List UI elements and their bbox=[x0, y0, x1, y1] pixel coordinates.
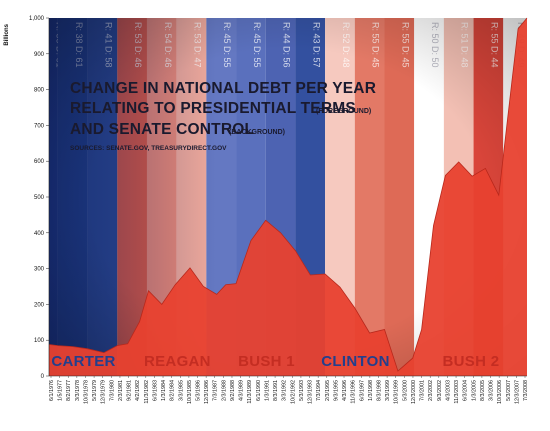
x-tick-label-31: 7/3/1994 bbox=[316, 380, 322, 401]
credit-text: FORD & NIKOLAS WWW.THEVISUALLY.COM/MOTST… bbox=[532, 217, 537, 340]
y-tick-label-6: 600 bbox=[34, 159, 45, 165]
x-tick-label-42: 12/3/2000 bbox=[411, 380, 417, 404]
y-tick-label-7: 700 bbox=[34, 123, 45, 129]
x-tick-label-15: 3/3/1985 bbox=[178, 380, 184, 401]
x-tick-label-5: 5/3/1979 bbox=[92, 380, 98, 401]
x-tick-label-19: 7/3/1987 bbox=[213, 380, 219, 401]
x-tick-label-45: 9/3/2002 bbox=[437, 380, 443, 401]
x-tick-label-32: 2/3/1995 bbox=[325, 380, 331, 401]
x-tick-label-43: 7/3/2001 bbox=[420, 380, 426, 401]
axes: 0 100 200 300 400 500 600 700 800 900 1,000 6/1/197… bbox=[29, 16, 529, 404]
x-tick-label-34: 4/3/1996 bbox=[342, 380, 348, 401]
x-tick-label-49: 1/3/2005 bbox=[471, 380, 477, 401]
x-tick-label-37: 1/3/1998 bbox=[368, 380, 374, 401]
x-tick-label-24: 6/1/1990 bbox=[256, 380, 262, 401]
title-note-foreground: (FOREGROUND) bbox=[316, 108, 371, 115]
president-label-0: CARTER bbox=[51, 353, 115, 370]
x-tick-label-14: 8/2/1984 bbox=[170, 380, 176, 401]
title-line-2: RELATING TO PRESIDENTIAL TERMS bbox=[70, 100, 356, 117]
title-note-background: (BACKGROUND) bbox=[229, 129, 285, 136]
x-tick-label-16: 10/3/1985 bbox=[187, 380, 193, 404]
x-tick-label-47: 11/3/2003 bbox=[454, 380, 460, 404]
title-block: CHANGE IN NATIONAL DEBT PER YEAR RELATIN… bbox=[70, 80, 376, 152]
x-tick-label-30: 12/3/1993 bbox=[308, 380, 314, 404]
x-tick-label-8: 2/3/1981 bbox=[118, 380, 124, 401]
x-tick-label-55: 7/3/2008 bbox=[523, 380, 529, 401]
x-tick-label-6: 12/3/1979 bbox=[101, 380, 107, 404]
president-label-4: BUSH 2 bbox=[443, 353, 500, 370]
x-tick-label-26: 8/3/1991 bbox=[273, 380, 279, 401]
x-tick-label-28: 10/2/1992 bbox=[290, 380, 296, 404]
x-tick-label-27: 3/3/1992 bbox=[282, 380, 288, 401]
y-tick-label-9: 900 bbox=[34, 52, 45, 58]
x-tick-label-22: 4/3/1989 bbox=[239, 380, 245, 401]
x-tick-label-35: 11/3/1996 bbox=[351, 380, 357, 404]
president-label-3: CLINTON bbox=[321, 353, 390, 370]
x-tick-label-38: 8/3/1998 bbox=[376, 380, 382, 401]
y-axis-label: Billions bbox=[4, 23, 10, 45]
x-tick-label-12: 6/3/1983 bbox=[152, 380, 158, 401]
x-tick-label-48: 6/3/2004 bbox=[463, 380, 469, 401]
y-tick-label-0: 0 bbox=[41, 374, 45, 380]
title-line-1: CHANGE IN NATIONAL DEBT PER YEAR bbox=[70, 80, 376, 97]
y-tick-label-8: 800 bbox=[34, 88, 45, 94]
y-tick-label-3: 300 bbox=[34, 267, 45, 273]
y-tick-label-2: 200 bbox=[34, 302, 45, 308]
x-tick-label-11: 11/3/1982 bbox=[144, 380, 150, 404]
x-tick-label-1: 1/5/1977 bbox=[58, 380, 64, 401]
debt-change-line bbox=[48, 17, 528, 372]
x-tick-label-54: 12/3/2007 bbox=[514, 380, 520, 404]
y-tick-label-4: 400 bbox=[34, 231, 45, 237]
x-tick-label-10: 4/2/1982 bbox=[135, 380, 141, 401]
x-tick-label-4: 10/3/1978 bbox=[83, 380, 89, 404]
title-line-3: AND SENATE CONTROL bbox=[70, 121, 254, 138]
x-tick-label-20: 2/3/1988 bbox=[221, 380, 227, 401]
debt-area bbox=[48, 17, 528, 376]
x-tick-label-41: 5/3/2000 bbox=[402, 380, 408, 401]
x-tick-label-13: 1/3/1984 bbox=[161, 380, 167, 401]
x-tick-label-40: 10/3/1999 bbox=[394, 380, 400, 404]
x-tick-label-17: 5/3/1986 bbox=[196, 380, 202, 401]
x-tick-label-44: 2/3/2002 bbox=[428, 380, 434, 401]
x-tick-label-46: 4/3/2003 bbox=[445, 380, 451, 401]
y-tick-label-1: 100 bbox=[34, 338, 45, 344]
x-tick-label-50: 8/3/2005 bbox=[480, 380, 486, 401]
x-tick-label-7: 7/3/1980 bbox=[109, 380, 115, 401]
x-tick-label-39: 3/3/1999 bbox=[385, 380, 391, 401]
x-tick-label-36: 6/3/1997 bbox=[359, 380, 365, 401]
chart-subtitle: SOURCES: SENATE.GOV, TREASURYDIRECT.GOV bbox=[70, 145, 227, 152]
x-tick-label-25: 1/3/1991 bbox=[264, 380, 270, 401]
x-tick-label-52: 10/3/2006 bbox=[497, 380, 503, 404]
x-tick-label-53: 5/3/2007 bbox=[506, 380, 512, 401]
president-label-2: BUSH 1 bbox=[238, 353, 295, 370]
president-labels: CARTER REAGAN BUSH 1 CLINTON BUSH 2 bbox=[51, 353, 499, 370]
y-tick-label-5: 500 bbox=[34, 195, 45, 201]
x-tick-label-9: 9/2/1981 bbox=[127, 380, 133, 401]
x-tick-label-23: 11/3/1989 bbox=[247, 380, 253, 404]
x-tick-label-0: 6/1/1976 bbox=[49, 380, 55, 401]
president-label-1: REAGAN bbox=[144, 353, 211, 370]
x-tick-label-33: 9/3/1995 bbox=[333, 380, 339, 401]
x-tick-label-18: 12/3/1986 bbox=[204, 380, 210, 404]
x-tick-label-51: 3/3/2006 bbox=[489, 380, 495, 401]
x-tick-label-3: 3/3/1978 bbox=[75, 380, 81, 401]
x-tick-label-21: 9/2/1988 bbox=[230, 380, 236, 401]
x-tick-label-2: 8/2/1977 bbox=[66, 380, 72, 401]
debt-change-area bbox=[49, 18, 527, 376]
y-tick-label-10: 1,000 bbox=[29, 16, 45, 22]
x-tick-label-29: 5/3/1993 bbox=[299, 380, 305, 401]
